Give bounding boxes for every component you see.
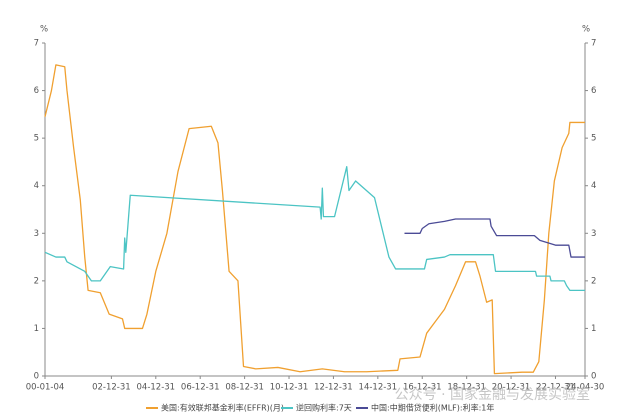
- series-line: [404, 218, 585, 258]
- x-tick-label: 02-12-31: [92, 383, 131, 393]
- y2-unit: %: [582, 25, 590, 35]
- x-tick-label: 08-12-31: [225, 383, 264, 393]
- x-tick-label: 00-01-04: [26, 383, 65, 393]
- x-tick-label: 06-12-31: [181, 383, 220, 393]
- y-tick-label: 3: [34, 229, 39, 239]
- y2-tick-label: 5: [591, 134, 596, 144]
- watermark: 公众号 · 国家金融与发展实验室: [395, 386, 590, 403]
- y2-tick-label: 0: [591, 372, 596, 382]
- y2-tick-label: 1: [591, 324, 596, 334]
- x-tick-label: 12-12-31: [314, 383, 353, 393]
- y-unit: %: [40, 25, 48, 35]
- y-tick-label: 7: [34, 39, 39, 49]
- x-tick-label: 20-12-31: [492, 383, 531, 393]
- x-tick-label: 04-12-31: [137, 383, 176, 393]
- y2-tick-label: 3: [591, 229, 596, 239]
- series-line: [44, 166, 585, 292]
- y-tick-label: 6: [34, 86, 39, 96]
- x-tick-label: 22-12-31: [536, 383, 575, 393]
- y2-tick-label: 6: [591, 86, 596, 96]
- x-tick-label: 18-12-31: [447, 383, 486, 393]
- series-line: [44, 64, 585, 375]
- legend-label: 美国:有效联邦基金利率(EFFR)(月): [161, 403, 284, 413]
- x-tick-label: 16-12-31: [403, 383, 442, 393]
- legend-label: 中国:中期借贷便利(MLF):利率:1年: [371, 403, 494, 413]
- y-tick-label: 4: [34, 181, 39, 191]
- y2-tick-label: 2: [591, 276, 596, 286]
- x-tick-label: 10-12-31: [270, 383, 309, 393]
- y2-tick-label: 7: [591, 39, 596, 49]
- x-tick-label: 14-12-31: [359, 383, 398, 393]
- x-tick-label: 24-04-30: [566, 383, 605, 393]
- y2-tick-label: 4: [591, 181, 596, 191]
- y-tick-label: 1: [34, 324, 39, 334]
- y-tick-label: 5: [34, 134, 39, 144]
- y-tick-label: 0: [34, 372, 39, 382]
- y-tick-label: 2: [34, 276, 39, 286]
- legend-label: 逆回购利率:7天: [296, 403, 352, 413]
